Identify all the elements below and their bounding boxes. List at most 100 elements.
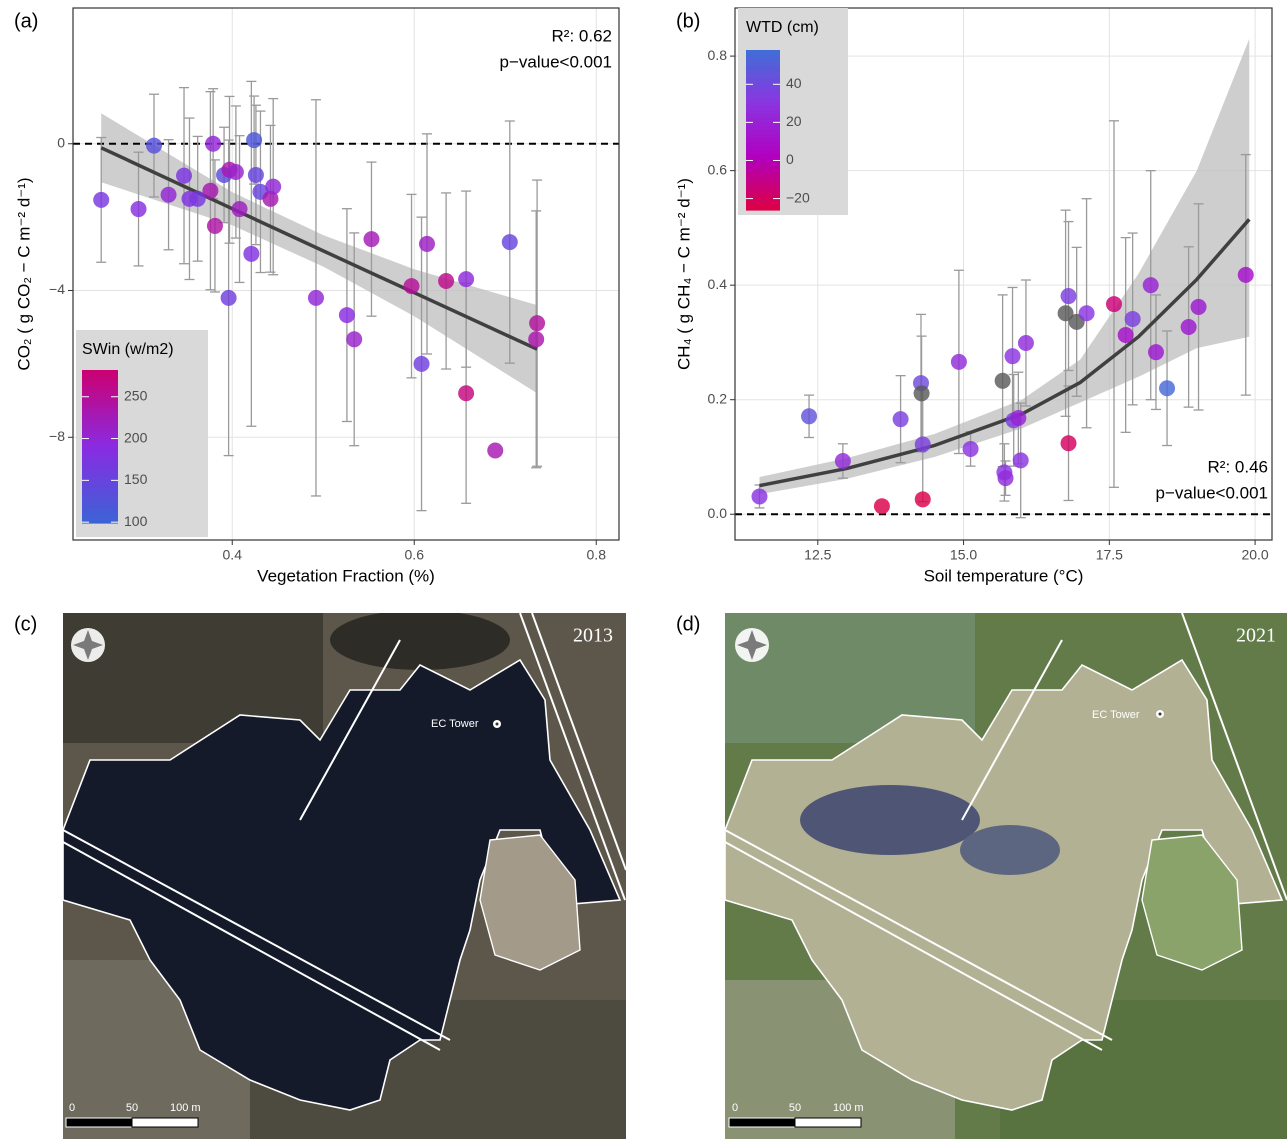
colorbar-segment <box>746 102 780 107</box>
colorbar-tick-label: 250 <box>124 387 148 403</box>
colorbar-segment <box>82 504 118 508</box>
colorbar-segment <box>82 481 118 485</box>
colorbar-segment <box>746 142 780 147</box>
x-tick-label: 12.5 <box>804 547 831 563</box>
colorbar-segment <box>746 134 780 139</box>
data-point <box>458 385 474 401</box>
data-point <box>205 136 221 152</box>
colorbar-segment <box>746 78 780 83</box>
colorbar-segment <box>82 500 118 504</box>
colorbar-segment <box>82 427 118 431</box>
year-label: 2021 <box>1236 625 1276 647</box>
colorbar-segment <box>82 408 118 412</box>
colorbar-segment <box>746 182 780 187</box>
x-tick-label: 17.5 <box>1096 547 1123 563</box>
x-axis-title: Vegetation Fraction (%) <box>257 566 435 585</box>
data-point <box>529 315 545 331</box>
colorbar-segment <box>82 489 118 493</box>
colorbar-segment <box>82 424 118 428</box>
colorbar-segment <box>746 114 780 119</box>
colorbar-segment <box>746 194 780 199</box>
scale-label: 100 m <box>833 1102 864 1114</box>
data-point <box>893 411 909 427</box>
annotation: p−value<0.001 <box>1156 483 1269 502</box>
map-2021: EC Tower 2021 0 50 100 m <box>725 613 1287 1139</box>
colorbar-segment <box>746 130 780 135</box>
data-point <box>487 442 503 458</box>
colorbar-segment <box>746 58 780 63</box>
data-point <box>1010 410 1026 426</box>
colorbar-segment <box>82 450 118 454</box>
data-point <box>914 385 930 401</box>
colorbar-segment <box>82 485 118 489</box>
colorbar-tick-label: 40 <box>786 75 802 91</box>
y-tick-label: 0.4 <box>708 276 728 292</box>
colorbar-tick-label: 20 <box>786 113 802 129</box>
panel-label: (b) <box>676 10 700 32</box>
colorbar-segment <box>82 477 118 481</box>
colorbar-tick-label: 150 <box>124 471 148 487</box>
colorbar-segment <box>82 458 118 462</box>
y-tick-label: −8 <box>49 428 65 444</box>
y-tick-label: 0 <box>57 134 65 150</box>
y-tick-label: 0.0 <box>708 505 728 521</box>
colorbar-segment <box>746 70 780 75</box>
colorbar-segment <box>82 512 118 516</box>
scale-label: 50 <box>126 1102 138 1114</box>
data-point <box>1106 296 1122 312</box>
scale-label: 0 <box>732 1102 738 1114</box>
map-2013: EC Tower 2013 0 50 100 m <box>63 610 626 1139</box>
data-point <box>835 453 851 469</box>
colorbar-segment <box>82 401 118 405</box>
colorbar-segment <box>746 66 780 71</box>
colorbar-segment <box>746 98 780 103</box>
colorbar-segment <box>82 378 118 382</box>
x-tick-label: 20.0 <box>1241 547 1268 563</box>
colorbar-segment <box>82 519 118 523</box>
tower-label: EC Tower <box>1092 709 1140 721</box>
panel-label: (a) <box>14 10 38 32</box>
data-point <box>404 278 420 294</box>
y-tick-label: 0.8 <box>708 47 728 63</box>
data-point <box>874 498 890 514</box>
data-point <box>1061 288 1077 304</box>
colorbar-segment <box>82 469 118 473</box>
data-point <box>1061 435 1077 451</box>
colorbar-segment <box>82 389 118 393</box>
colorbar-segment <box>746 162 780 167</box>
y-tick-label: −4 <box>49 281 65 297</box>
y-axis-title: CH₄ ( g CH₄ − C m⁻² d⁻¹) <box>674 178 693 370</box>
colorbar-tick-label: 100 <box>124 513 148 529</box>
x-axis-title: Soil temperature (°C) <box>924 566 1084 585</box>
colorbar-segment <box>746 54 780 59</box>
colorbar-tick-label: 0 <box>786 151 794 167</box>
colorbar-segment <box>82 496 118 500</box>
data-point <box>1018 335 1034 351</box>
colorbar-segment <box>746 174 780 179</box>
colorbar-segment <box>82 412 118 416</box>
data-point <box>915 436 931 452</box>
data-point <box>458 271 474 287</box>
colorbar-segment <box>82 466 118 470</box>
colorbar-segment <box>746 190 780 195</box>
colorbar-segment <box>746 154 780 159</box>
colorbar-segment <box>82 439 118 443</box>
colorbar-segment <box>746 146 780 151</box>
colorbar-segment <box>82 473 118 477</box>
scale-label: 100 m <box>170 1102 201 1114</box>
colorbar-segment <box>746 150 780 155</box>
data-point <box>1005 348 1021 364</box>
colorbar-segment <box>746 110 780 115</box>
data-point <box>202 183 218 199</box>
data-point <box>1013 452 1029 468</box>
data-point <box>1143 277 1159 293</box>
colorbar-segment <box>82 374 118 378</box>
annotation: R²: 0.46 <box>1208 457 1268 476</box>
data-point <box>1125 311 1141 327</box>
colorbar-segment <box>82 492 118 496</box>
data-point <box>1148 344 1164 360</box>
colorbar-segment <box>746 170 780 175</box>
data-point <box>308 290 324 306</box>
x-tick-label: 0.8 <box>587 547 607 563</box>
data-point <box>232 201 248 217</box>
